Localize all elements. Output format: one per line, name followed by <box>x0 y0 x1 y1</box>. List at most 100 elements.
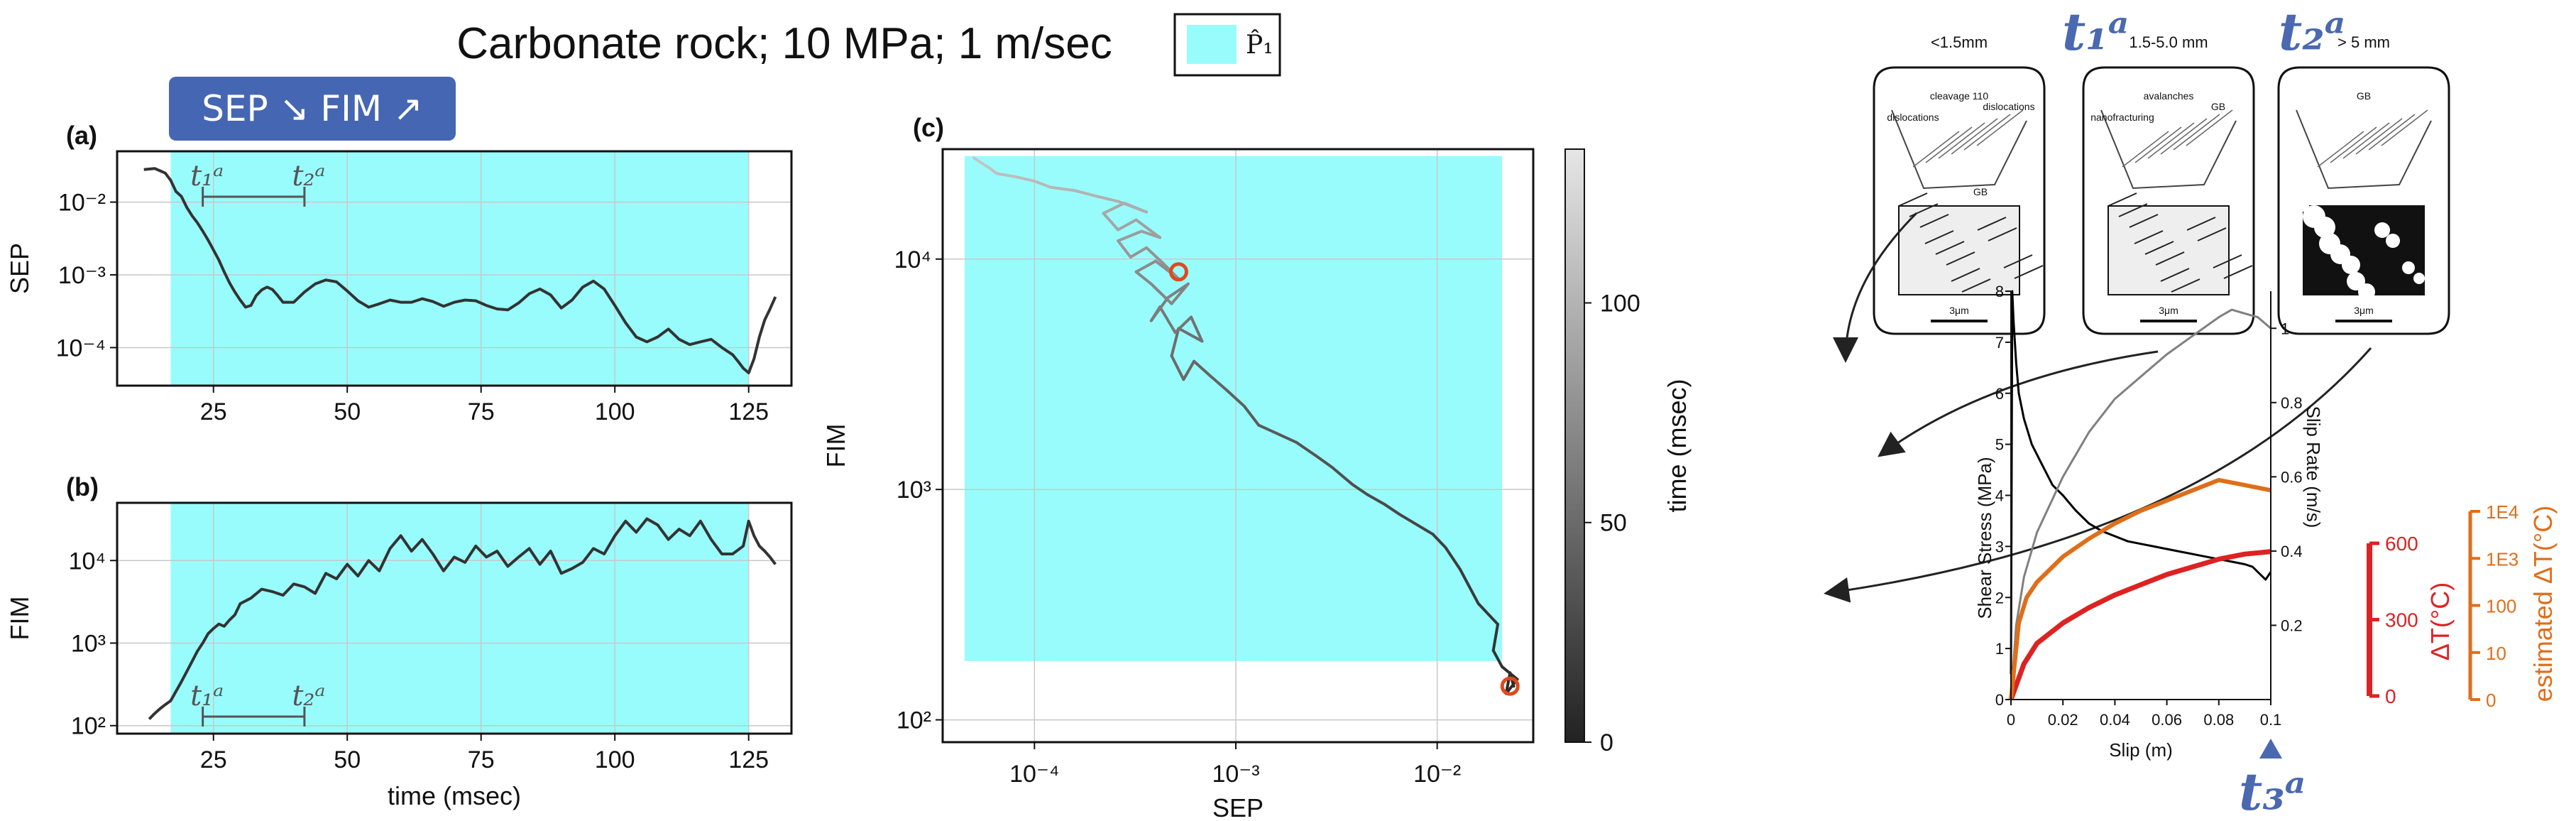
x-tick-label: 10⁻² <box>1413 761 1461 788</box>
micrograph-grain <box>2402 261 2415 274</box>
trajectory-segment <box>988 166 999 175</box>
inset-hatch <box>2134 126 2182 163</box>
micrograph-streak <box>1977 217 2007 231</box>
legend-label: P̂₁ <box>1246 29 1273 60</box>
trajectory-segment <box>1431 533 1447 549</box>
trajectory-segment <box>1501 665 1519 681</box>
inset-hatch <box>1963 114 2011 151</box>
micrograph-streak <box>2118 203 2148 217</box>
x-tick-label: 50 <box>334 398 361 425</box>
y2-tick-label: 1 <box>2281 320 2289 337</box>
micrograph-streak <box>1961 278 1991 293</box>
inset-size-label: > 5 mm <box>2337 33 2390 51</box>
trajectory-segment <box>1074 189 1097 197</box>
trajectory-segment <box>1504 671 1512 695</box>
arrow-inset2 <box>1878 350 2159 457</box>
y-tick-label: 4 <box>1995 487 2004 505</box>
micrograph-streak <box>2134 230 2164 244</box>
series-3 <box>2009 477 2271 700</box>
inset-hatch <box>1912 131 1960 168</box>
figure-title: Carbonate rock; 10 MPa; 1 m/sec <box>456 19 1112 68</box>
x-tick-label: 0 <box>2007 711 2015 729</box>
inset-grain-sketch <box>1891 109 2027 190</box>
trajectory-segment <box>1170 282 1190 305</box>
micrograph-grain <box>2386 234 2400 248</box>
inset-grain-sketch <box>2100 109 2237 190</box>
trajectory-segment <box>1102 201 1127 215</box>
inset-size-label: <1.5mm <box>1931 33 1988 51</box>
y2-axis-label: Slip Rate (m/s) <box>2303 406 2324 528</box>
micrograph-streak <box>1946 251 1975 266</box>
micrograph-streak <box>2160 268 2190 282</box>
micrograph-streak <box>1919 214 1949 228</box>
est-dT-tick-label: 1E3 <box>2486 548 2519 570</box>
trajectory-segment <box>1351 483 1369 496</box>
inset-hatch <box>1938 122 1985 159</box>
marker-point <box>1168 262 1188 282</box>
trajectory-segment <box>1048 185 1078 192</box>
y-axis-label: FIM <box>5 597 34 641</box>
x-tick-label: 0.06 <box>2152 711 2182 729</box>
trajectory-segment <box>1134 218 1162 239</box>
trajectory-segment <box>1225 388 1246 408</box>
trajectory-segment <box>995 172 1016 178</box>
badge-text: SEP ↘ FIM ↗ <box>202 88 423 129</box>
colorbar-tick-label: 50 <box>1600 510 1627 537</box>
trajectory-segment <box>1190 315 1204 343</box>
panel-label: (a) <box>66 121 97 150</box>
trajectory-segment <box>1149 296 1170 322</box>
colorbar <box>1564 148 1585 743</box>
series-2 <box>2008 549 2271 701</box>
trajectory-segment <box>1173 315 1193 335</box>
micrograph-streak <box>2223 265 2253 279</box>
x-tick-label: 100 <box>595 746 635 773</box>
y-tick-label: 10⁻⁴ <box>56 335 106 361</box>
micrograph-streak <box>2197 227 2227 241</box>
x-tick-label: 125 <box>728 398 769 425</box>
dT-tick-label: 300 <box>2385 609 2418 631</box>
panel-label: (b) <box>66 472 99 501</box>
legend: P̂₁ <box>1173 13 1281 77</box>
badge: SEP ↘ FIM ↗ <box>169 77 456 141</box>
series-1 <box>2010 308 2271 700</box>
micrograph-grain <box>2374 222 2390 238</box>
inset-hatch <box>2186 109 2233 146</box>
t1-marker: t₁ᵃ <box>2062 1 2129 62</box>
y-tick-label: 10⁻² <box>58 190 106 217</box>
y-tick-label: 7 <box>1995 334 2004 352</box>
colorbar-label: time (msec) <box>1662 379 1692 513</box>
trajectory-segment <box>1366 493 1387 506</box>
panel-c-scatter: 10⁻⁴ 10⁻³ 10⁻² 10² 10³ 10⁴ SEP FIM (c) 0 50 100 time… <box>821 113 1692 821</box>
trajectory-segment <box>1295 440 1317 457</box>
x-axis-label: SEP <box>1212 793 1264 821</box>
trajectory-segment <box>1275 432 1298 444</box>
trajectory-segment <box>1093 194 1120 203</box>
shaded-region <box>170 503 749 734</box>
trajectory-segment <box>1491 648 1504 668</box>
t1-label: t₁ᵃ <box>190 680 224 712</box>
y-tick-label: 2 <box>1995 589 2004 607</box>
inset-hatch <box>2160 118 2208 155</box>
micrograph-streak <box>2171 278 2200 293</box>
est-dT-tick-label: 100 <box>2486 596 2516 617</box>
trajectory-segment <box>1242 404 1261 427</box>
trajectory-segment <box>1330 465 1354 486</box>
y-axis-label: FIM <box>821 424 850 468</box>
panel-label: (c) <box>913 113 944 142</box>
shaded-region <box>170 151 749 386</box>
colorbar-tick-label: 100 <box>1600 290 1640 317</box>
inset-annotation: GB <box>2357 90 2371 102</box>
inset-hatch <box>1925 126 1973 163</box>
y-tick-label: 10³ <box>71 630 106 657</box>
x-tick-label: 125 <box>728 746 769 773</box>
trajectory-segment <box>1129 246 1149 259</box>
y-tick-label: 0 <box>1995 691 2004 709</box>
inset-hatch <box>2355 118 2403 155</box>
trajectory-segment <box>972 156 984 165</box>
trajectory-segment <box>1117 229 1144 243</box>
trajectory-segment <box>1209 374 1229 392</box>
micrograph-streak <box>2108 192 2137 207</box>
y-tick-label: 1 <box>1995 640 2004 658</box>
trajectory-segment <box>1444 545 1462 571</box>
dT-tick-label: 0 <box>2385 685 2396 707</box>
